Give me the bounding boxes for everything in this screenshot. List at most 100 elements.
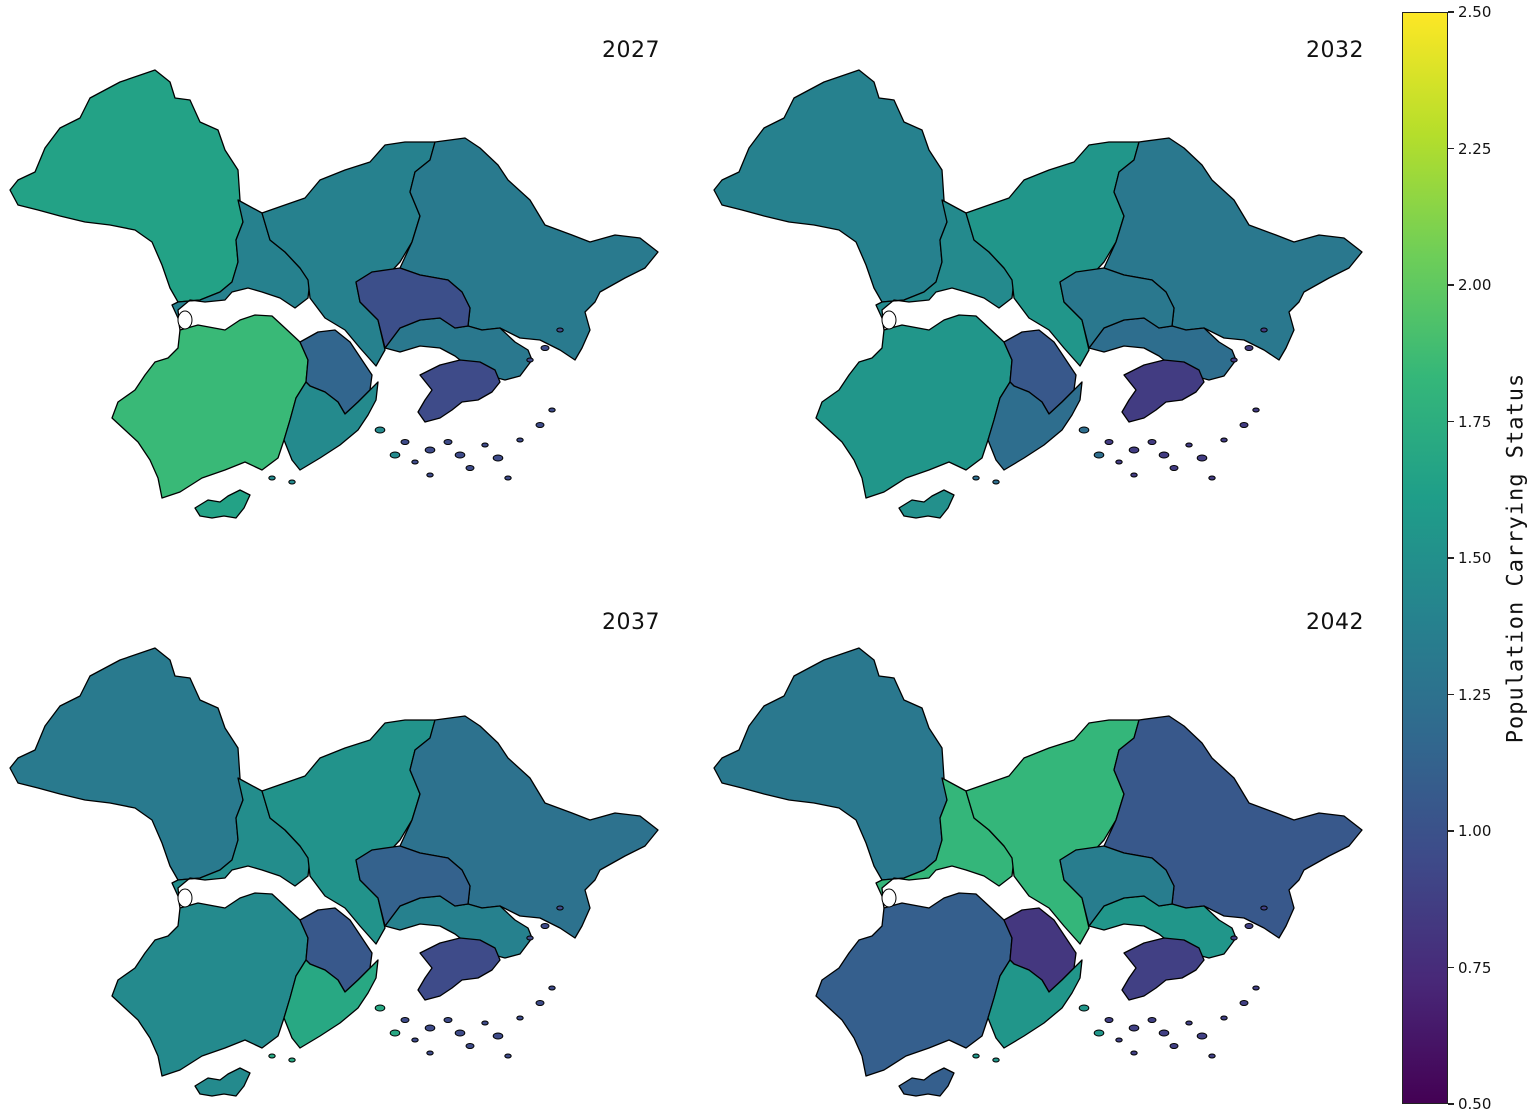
panel-year-label: 2032 <box>1306 38 1364 63</box>
region-hk <box>1121 359 1205 423</box>
lake <box>881 310 897 330</box>
colorbar-tick-label: 1.00 <box>1458 822 1492 840</box>
region-hk <box>417 937 501 1001</box>
colorbar-tick-label: 1.50 <box>1458 549 1492 567</box>
island <box>1208 1053 1216 1059</box>
island <box>1147 439 1157 445</box>
island <box>1260 905 1268 911</box>
region-nw <box>9 69 244 303</box>
island <box>535 1000 545 1006</box>
island <box>516 1015 524 1021</box>
region-inner-east <box>1059 267 1175 349</box>
island <box>1220 1015 1228 1021</box>
island <box>1244 923 1254 929</box>
island <box>400 439 410 445</box>
region-macao <box>898 1067 955 1097</box>
island <box>1196 454 1208 462</box>
colorbar-tick-label: 2.50 <box>1458 3 1492 21</box>
region-southwest <box>111 314 309 499</box>
region-nw <box>713 69 948 303</box>
island <box>972 475 980 481</box>
island <box>1185 1020 1193 1026</box>
region-nw <box>713 647 948 881</box>
island <box>556 905 564 911</box>
island <box>374 426 386 434</box>
island <box>1128 1024 1140 1032</box>
island <box>1147 1017 1157 1023</box>
island <box>556 327 564 333</box>
colorbar-tick-label: 2.25 <box>1458 139 1492 158</box>
region-south-lower <box>283 381 379 471</box>
map-panel-2042: 2042 <box>704 608 1394 1098</box>
island <box>972 1053 980 1059</box>
island <box>1230 935 1238 941</box>
island <box>540 923 550 929</box>
island <box>1158 451 1170 459</box>
island <box>424 446 436 454</box>
lake <box>177 310 193 330</box>
region-south-lower <box>987 381 1083 471</box>
island <box>1208 475 1216 481</box>
island <box>504 1053 512 1059</box>
island <box>400 1017 410 1023</box>
island <box>992 479 1000 485</box>
island <box>1093 1029 1105 1037</box>
region-southwest <box>815 892 1013 1077</box>
map-svg <box>713 69 1363 519</box>
region-south-lower <box>987 959 1083 1049</box>
island <box>288 1057 296 1063</box>
island <box>1185 442 1193 448</box>
panel-year-label: 2042 <box>1306 610 1364 635</box>
region-nw <box>9 647 244 881</box>
colorbar-tick-label: 0.75 <box>1458 958 1492 977</box>
island <box>389 451 401 459</box>
colorbar <box>1402 12 1448 1104</box>
region-macao <box>194 1067 251 1097</box>
island <box>411 459 419 465</box>
island <box>1230 357 1238 363</box>
region-inner-east <box>1059 845 1175 927</box>
island <box>1169 465 1179 471</box>
island <box>465 465 475 471</box>
island <box>548 407 556 413</box>
island <box>1239 1000 1249 1006</box>
island <box>1115 1037 1123 1043</box>
colorbar-tick-label: 0.50 <box>1458 1095 1492 1113</box>
island <box>481 442 489 448</box>
map-svg <box>713 647 1363 1097</box>
island <box>426 472 434 478</box>
region-macao <box>194 489 251 519</box>
region-hk <box>417 359 501 423</box>
colorbar-tick-label: 2.00 <box>1458 276 1492 294</box>
lake <box>177 888 193 908</box>
colorbar-tick-label: 1.75 <box>1458 412 1492 431</box>
island <box>411 1037 419 1043</box>
island <box>504 475 512 481</box>
island <box>1158 1029 1170 1037</box>
island <box>548 985 556 991</box>
island <box>1130 1050 1138 1056</box>
island <box>426 1050 434 1056</box>
island <box>526 357 534 363</box>
island <box>268 475 276 481</box>
island <box>443 1017 453 1023</box>
island <box>1196 1032 1208 1040</box>
lake <box>881 888 897 908</box>
island <box>992 1057 1000 1063</box>
island <box>1244 345 1254 351</box>
island <box>288 479 296 485</box>
map-panel-2027: 2027 <box>0 30 690 520</box>
region-south-lower <box>283 959 379 1049</box>
map-panel-2037: 2037 <box>0 608 690 1098</box>
region-inner-east <box>355 267 471 349</box>
island <box>1104 439 1114 445</box>
region-southwest <box>111 892 309 1077</box>
map-panel-2032: 2032 <box>704 30 1394 520</box>
colorbar-ticks: 0.50 0.75 1.00 1.25 1.50 1.75 2.00 2.25 … <box>1448 3 1508 1113</box>
colorbar-label: Population Carrying Status <box>1503 372 1529 744</box>
map-svg <box>9 69 659 519</box>
island <box>1078 1004 1090 1012</box>
island <box>1093 451 1105 459</box>
island <box>516 437 524 443</box>
island <box>492 454 504 462</box>
